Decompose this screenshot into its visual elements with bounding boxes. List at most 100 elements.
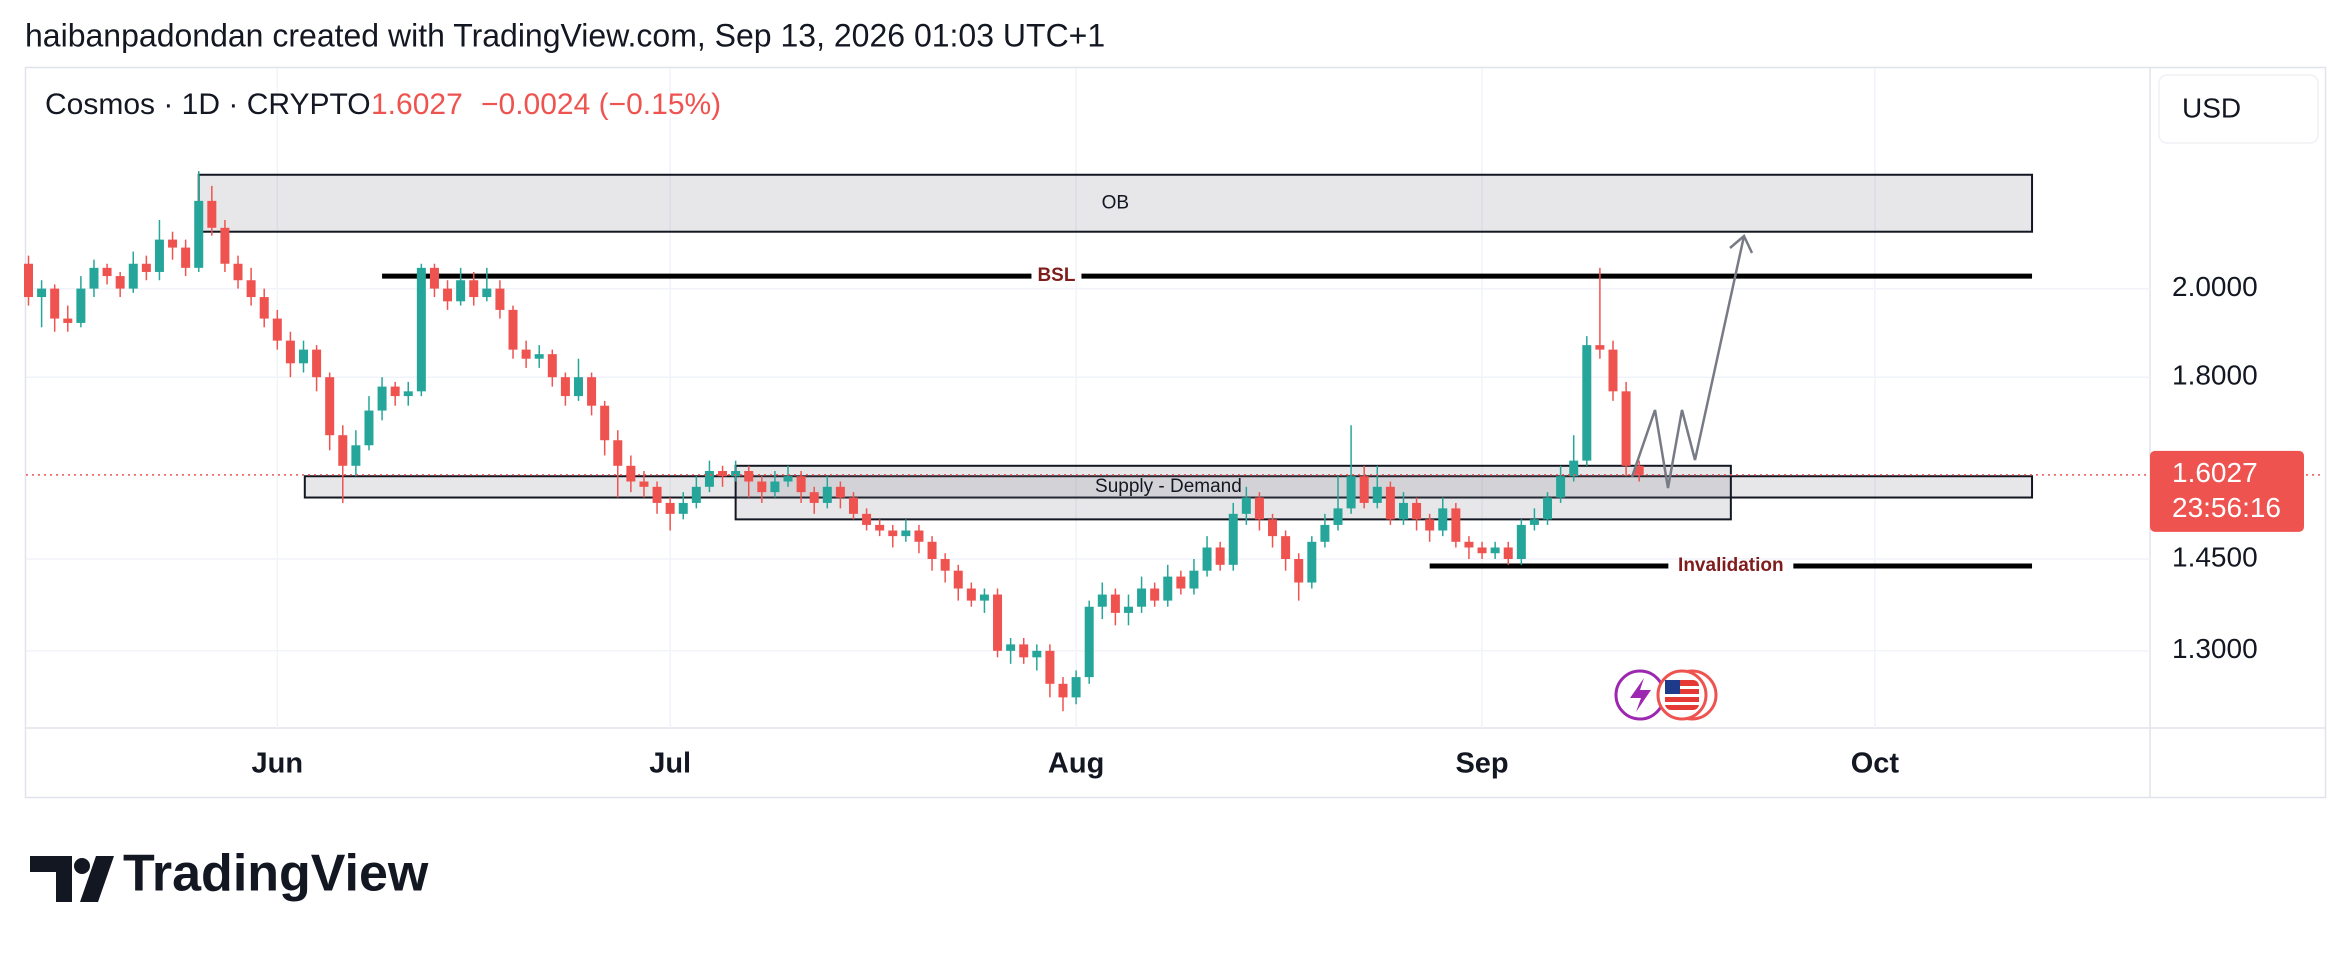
logo-part (80, 856, 114, 902)
candle-body (744, 470, 754, 482)
candle-body (1176, 576, 1186, 589)
candle-body (456, 280, 466, 302)
candle-body (809, 492, 819, 503)
candle-body (128, 263, 138, 289)
candle-body (573, 377, 583, 397)
flag-stripe (1665, 686, 1699, 689)
zone-label: Supply - Demand (1095, 476, 1242, 497)
candle-body (1412, 502, 1422, 520)
candle-body (89, 267, 99, 289)
logo-icon (30, 856, 114, 902)
candle-body (848, 497, 858, 514)
candle-body (731, 470, 741, 477)
level-label: Invalidation (1678, 555, 1784, 576)
candle-body (770, 481, 780, 493)
candle-body (1006, 644, 1016, 651)
candle-body (37, 288, 47, 298)
x-tick-label: Aug (1048, 748, 1104, 780)
candle-body (1294, 559, 1304, 583)
candle-body (966, 588, 976, 601)
candle-body (220, 227, 230, 264)
countdown: 23:56:16 (2172, 492, 2281, 523)
candle-body (1071, 677, 1081, 698)
candle-body (1634, 465, 1644, 475)
x-tick-label: Oct (1851, 748, 1900, 780)
candle-body (639, 481, 649, 487)
candle-body (547, 354, 557, 378)
candle-body (508, 309, 518, 350)
candle-body (1477, 547, 1487, 554)
candle-body (50, 288, 60, 319)
candle-body (1543, 497, 1553, 520)
candle-body (1569, 460, 1579, 477)
header: haibanpadondan created with TradingView.… (25, 17, 1105, 53)
candle-body (1228, 513, 1238, 565)
candle-body (1150, 588, 1160, 601)
candle-body (416, 267, 426, 392)
candle-body (1110, 594, 1120, 613)
price-badge-label: 1.6027 (2172, 457, 2258, 488)
candle-body (233, 263, 243, 281)
candle-body (181, 247, 191, 268)
annotations (197, 173, 2034, 569)
candle-body (1084, 606, 1094, 678)
candle-body (1451, 508, 1461, 542)
candle-body (364, 410, 374, 446)
candle-body (1464, 541, 1474, 548)
candle-body (1621, 391, 1631, 466)
projection-path (1630, 235, 1746, 489)
candle-body (1019, 644, 1029, 658)
candles (24, 171, 1644, 712)
candle-body (1372, 486, 1382, 503)
candle-body (1398, 502, 1408, 520)
candle-body (1595, 345, 1605, 350)
candle-body (168, 239, 178, 248)
candle-body (482, 288, 492, 298)
candle-body (1097, 594, 1107, 607)
y-tick-label: 1.3000 (2172, 633, 2258, 664)
candle-body (652, 486, 662, 503)
candle-body (587, 377, 597, 406)
x-tick-label: Jul (649, 748, 691, 780)
candle-body (1281, 536, 1291, 560)
x-tick-label: Jun (252, 748, 304, 780)
y-tick-label: 2.0000 (2172, 271, 2258, 302)
candle-body (194, 200, 204, 268)
currency-box[interactable] (2158, 74, 2319, 144)
legend-last: 1.6027 (371, 88, 463, 121)
candle-body (678, 502, 688, 514)
candle-body (1359, 476, 1369, 503)
candle-body (390, 386, 400, 397)
candle-body (1241, 497, 1251, 514)
candle-body (718, 470, 728, 477)
candle-body (1254, 497, 1264, 520)
candle-body (115, 276, 125, 289)
flag-canton (1665, 680, 1680, 694)
candle-body (259, 297, 269, 319)
candle-body (1333, 508, 1343, 525)
candle-body (1516, 524, 1526, 560)
candle-body (704, 470, 714, 487)
candle-body (76, 288, 86, 323)
y-tick-label: 1.8000 (2172, 360, 2258, 391)
candle-body (1582, 345, 1592, 461)
candle-body (1032, 650, 1042, 658)
candle-body (469, 280, 479, 298)
candle-body (600, 405, 610, 441)
flag-stripe (1665, 694, 1699, 697)
candle-body (312, 349, 322, 378)
candle-body (1608, 349, 1618, 392)
candle-body (757, 481, 767, 493)
candle-body (796, 476, 806, 493)
legend-symbol: Cosmos · 1D · CRYPTO (45, 88, 371, 121)
candle-body (901, 530, 911, 537)
candle-body (940, 559, 950, 571)
candle-body (1503, 547, 1513, 560)
candle-body (1189, 570, 1199, 589)
candle-body (102, 267, 112, 277)
candle-body (1215, 547, 1225, 565)
candle-body (560, 377, 570, 397)
candle-body (783, 476, 793, 482)
candle-body (1529, 519, 1539, 525)
